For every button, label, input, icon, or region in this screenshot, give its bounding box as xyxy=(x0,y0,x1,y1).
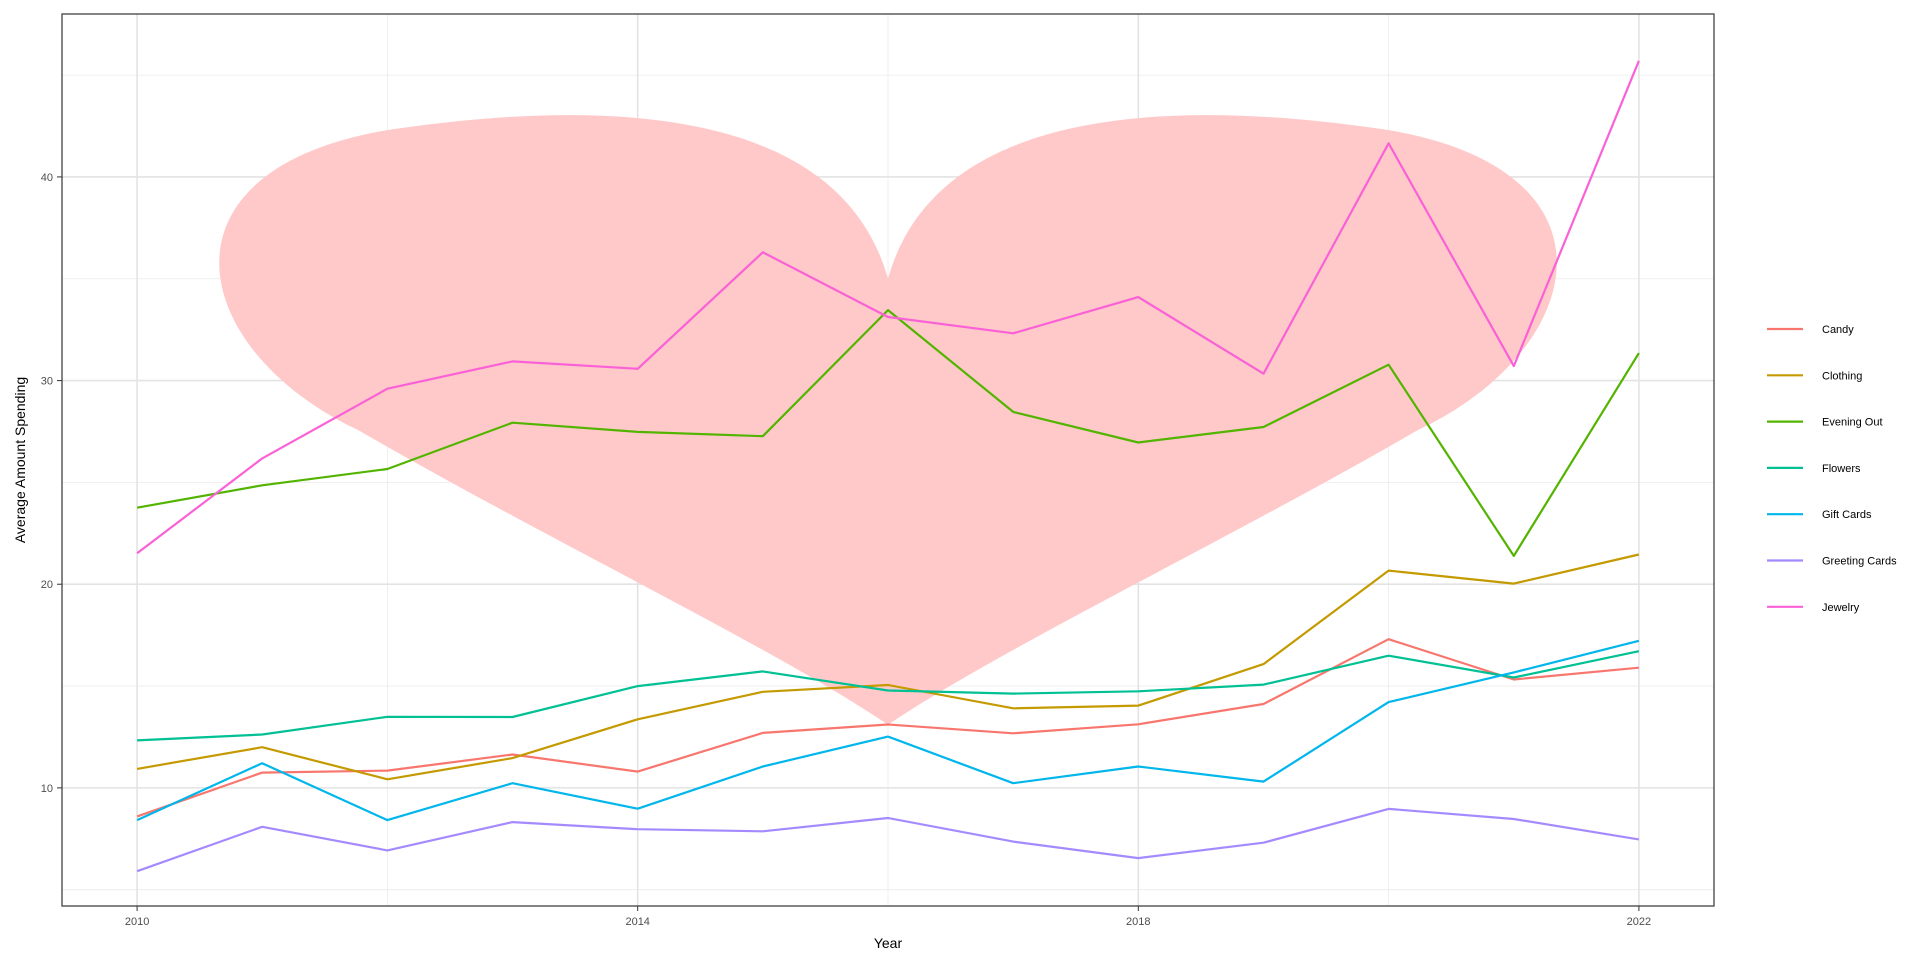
legend-label: Flowers xyxy=(1822,463,1861,475)
series-line-greeting-cards xyxy=(136,807,1640,873)
legend-label: Candy xyxy=(1822,324,1854,336)
legend-label: Clothing xyxy=(1822,370,1862,382)
x-axis-ticks: 2010 2014 2018 2022 xyxy=(125,906,1651,928)
y-tick-label: 40 xyxy=(41,172,53,184)
x-tick-label: 2014 xyxy=(625,916,649,928)
legend: Candy Clothing Evening Out Flowers Gift Card… xyxy=(1767,324,1897,614)
legend-label: Gift Cards xyxy=(1822,509,1872,521)
series-line-gift-cards xyxy=(136,639,1640,822)
legend-label: Jewelry xyxy=(1822,602,1860,614)
legend-item: Evening Out xyxy=(1767,417,1883,429)
series-line-clothing xyxy=(136,553,1640,781)
y-tick-label: 30 xyxy=(41,376,53,388)
plot-border xyxy=(61,13,1715,907)
x-tick-label: 2022 xyxy=(1627,916,1651,928)
legend-item: Greeting Cards xyxy=(1767,556,1897,568)
x-axis-title: Year xyxy=(874,935,903,951)
y-tick-label: 20 xyxy=(41,579,53,591)
legend-item: Clothing xyxy=(1767,370,1862,382)
legend-item: Flowers xyxy=(1767,463,1861,475)
series-line-jewelry xyxy=(136,60,1640,555)
x-tick-label: 2018 xyxy=(1126,916,1150,928)
series-line-candy xyxy=(136,638,1640,818)
y-axis-ticks: 10 20 30 40 xyxy=(41,172,62,795)
series-line-evening-out xyxy=(136,309,1640,558)
series-lines xyxy=(136,60,1640,873)
heart-shape xyxy=(219,115,1557,725)
legend-item: Gift Cards xyxy=(1767,509,1872,521)
legend-label: Evening Out xyxy=(1822,417,1883,429)
x-tick-label: 2010 xyxy=(125,916,149,928)
series-line-flowers xyxy=(137,650,1640,742)
legend-item: Candy xyxy=(1767,324,1854,336)
y-tick-label: 10 xyxy=(41,783,53,795)
y-axis-title: Average Amount Spending xyxy=(12,377,28,543)
legend-item: Jewelry xyxy=(1767,602,1860,614)
legend-label: Greeting Cards xyxy=(1822,556,1897,568)
